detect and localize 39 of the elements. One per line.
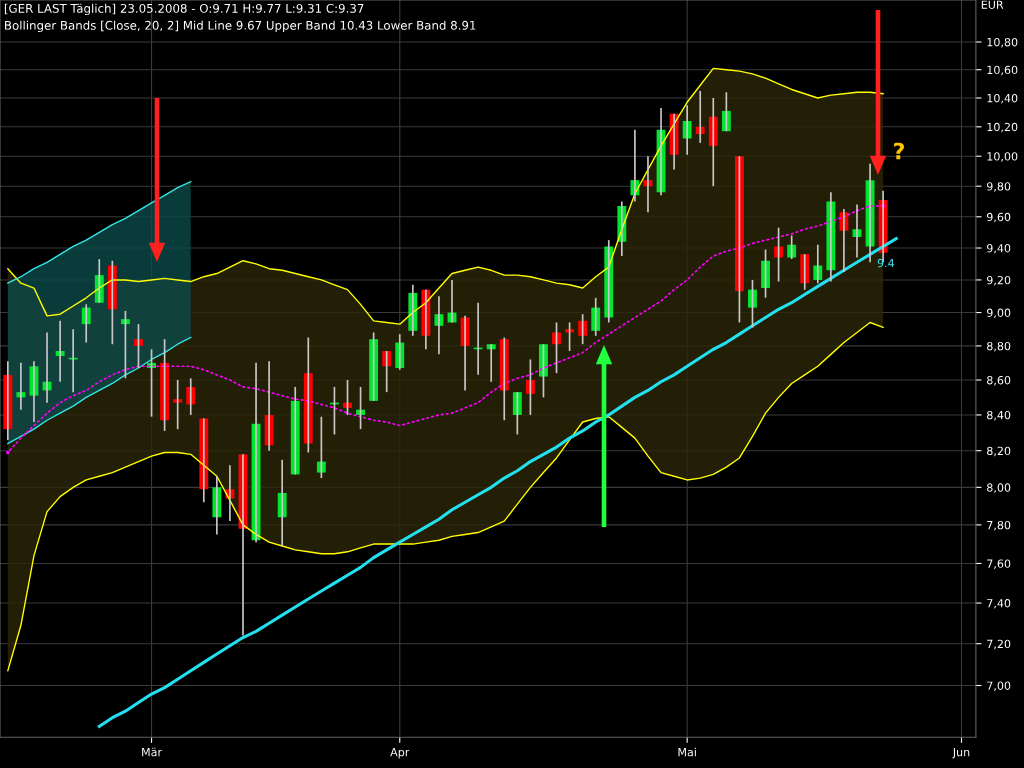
y-axis-title: EUR: [981, 0, 1004, 9]
candlestick: [316, 415, 326, 479]
y-tick-label: 7,00: [987, 681, 1011, 692]
x-tick-label: Mär: [142, 747, 163, 757]
y-tick-label: 9,20: [986, 275, 1011, 286]
chart-title: [GER LAST Täglich] 23.05.2008 - O:9.71 H:9.77 L:9.31 C:9.37: [4, 3, 364, 16]
candlestick: [120, 310, 130, 380]
x-tick-label: Jun: [952, 748, 970, 759]
y-tick-label: 8,80: [987, 341, 1011, 352]
candlestick: [525, 358, 535, 416]
y-tick-label: 9,80: [986, 182, 1011, 192]
candlestick: [134, 323, 143, 369]
y-tick-label: 10,20: [987, 122, 1018, 133]
y-tick-label: 9,40: [986, 244, 1011, 254]
y-tick-label: 9,60: [986, 212, 1011, 223]
y-tick-label: 10,80: [987, 37, 1018, 48]
annotation: ?: [894, 142, 904, 160]
y-tick-label: 7,40: [987, 599, 1011, 609]
y-tick-label: 7,80: [987, 520, 1011, 531]
x-tick-label: Mai: [678, 747, 696, 757]
y-tick-label: 8,40: [987, 410, 1011, 421]
y-tick-label: 7,60: [987, 559, 1011, 569]
y-tick-label: 7,20: [987, 639, 1011, 650]
candlestick: [369, 331, 379, 402]
y-tick-label: 10,60: [987, 65, 1018, 76]
y-tick-label: 8,60: [987, 376, 1011, 386]
candlestick: [774, 226, 784, 283]
y-tick-label: 8,00: [987, 483, 1011, 493]
x-tick-label: Apr: [390, 748, 410, 759]
candlestick: [552, 321, 561, 374]
text: Bollinger Bands [Close, 20, 2] Mid Line 9.67 Upper Band 10.43 Lower Band 8.91: [5, 20, 476, 33]
y-tick-label: 9,00: [986, 308, 1011, 319]
y-tick-label: 10,00: [987, 152, 1018, 162]
candlestick: [748, 279, 757, 329]
candlestick: [173, 379, 183, 430]
annotation: 9.4: [877, 258, 895, 268]
y-tick-label: 10,40: [987, 93, 1018, 104]
candlestick: [578, 313, 588, 346]
y-tick-label: 8,20: [987, 446, 1011, 457]
